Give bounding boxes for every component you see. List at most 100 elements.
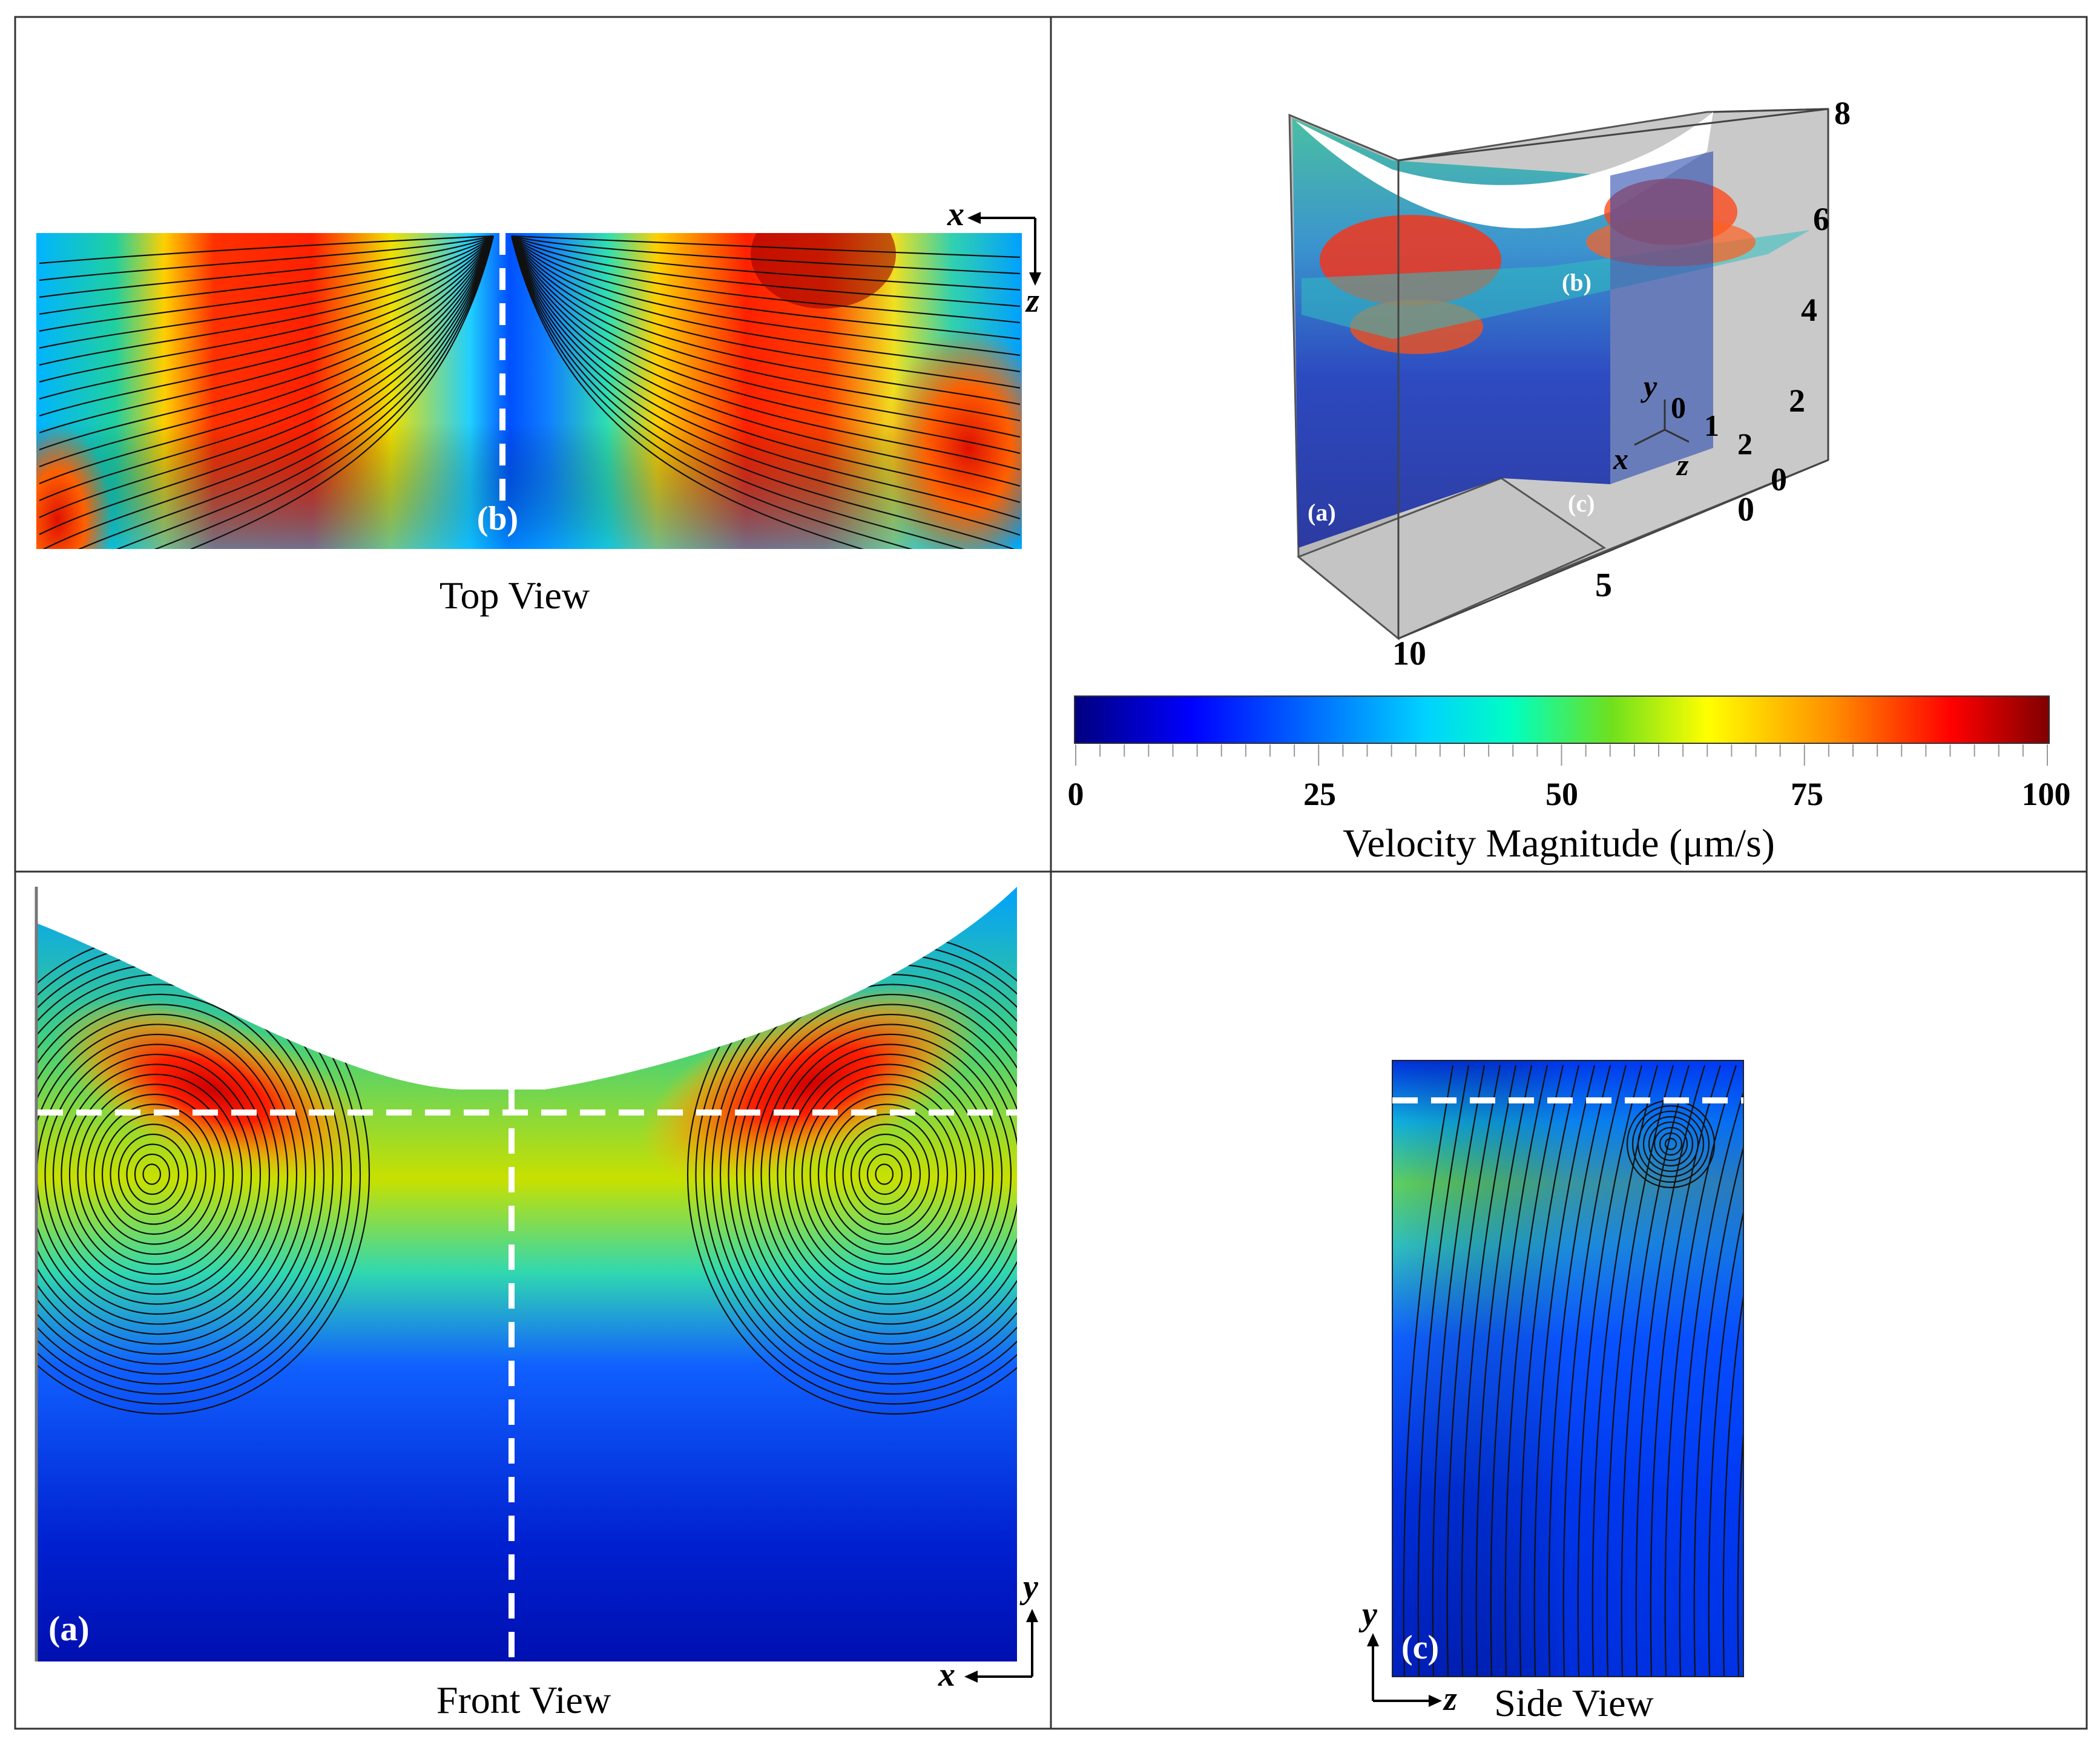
streamline <box>39 235 494 315</box>
streamline <box>1504 1065 1564 1677</box>
front-view-panel: (a) x y Front View <box>35 887 1039 1721</box>
streamline <box>39 235 494 366</box>
streamline <box>39 235 495 502</box>
streamline <box>36 984 325 1365</box>
top-view-axis-v-letter: z <box>1025 282 1039 320</box>
iso-y-ticks: 8 6 4 2 0 <box>1771 95 1851 498</box>
colorbar-tick-label: 25 <box>1303 776 1336 812</box>
front-view-heatmap <box>36 887 1017 1661</box>
streamline <box>39 235 495 535</box>
streamline <box>510 235 1021 471</box>
streamline <box>1461 1065 1517 1677</box>
streamline <box>866 1153 903 1195</box>
streamline <box>1606 1065 1674 1677</box>
top-view-streamlines <box>39 235 1021 549</box>
streamline <box>36 1024 289 1325</box>
streamline <box>36 1013 298 1335</box>
side-view-streamlines <box>1403 1065 1743 1677</box>
streamline <box>36 944 361 1405</box>
iso-y-tick-label: 4 <box>1801 292 1817 328</box>
iso-axis-letter-y: y <box>1641 369 1657 403</box>
streamline <box>116 235 495 549</box>
streamline <box>510 235 1021 504</box>
streamline <box>36 1004 307 1345</box>
streamline <box>510 235 913 549</box>
streamline <box>511 235 1021 438</box>
streamline <box>785 1053 994 1295</box>
colorbar-tick-label: 100 <box>2022 776 2071 812</box>
iso-y-tick-label: 2 <box>1789 383 1805 419</box>
iso-x-ticks: 0 5 10 <box>1392 491 1754 672</box>
iso-y-tick-label: 8 <box>1834 95 1851 131</box>
front-view-caption: Front View <box>436 1678 611 1721</box>
streamline <box>77 235 495 549</box>
iso-y-tick-label: 0 <box>1771 461 1787 498</box>
streamline <box>1664 1137 1677 1151</box>
iso-axis-letter-z: z <box>1676 448 1689 482</box>
iso-z-tick-label: 0 <box>1671 390 1686 424</box>
streamline <box>1519 1065 1580 1677</box>
streamline <box>36 933 370 1415</box>
colorbar-tick-label: 50 <box>1545 776 1578 812</box>
streamline <box>858 1143 912 1205</box>
front-view-axis-v-letter: y <box>1019 1568 1039 1606</box>
streamline <box>189 235 495 549</box>
iso-plane-label-a: (a) <box>1308 499 1336 526</box>
streamline <box>1490 1065 1549 1677</box>
streamline <box>39 235 494 332</box>
streamline <box>85 1093 225 1255</box>
streamline <box>511 235 1021 275</box>
side-view-panel: (c) z y Side View <box>1358 1060 1744 1724</box>
top-view-plane-label: (b) <box>477 500 518 537</box>
streamline <box>1637 1110 1705 1178</box>
colorbar-minor-ticks <box>1075 744 2048 766</box>
streamline <box>142 1163 162 1185</box>
streamline <box>39 235 495 518</box>
streamline <box>1577 1065 1643 1677</box>
streamline <box>510 235 965 549</box>
streamline <box>511 235 1021 340</box>
streamline <box>510 235 1015 549</box>
streamline <box>39 235 494 400</box>
streamline <box>39 235 494 434</box>
streamline <box>510 235 864 549</box>
streamline <box>39 235 494 451</box>
streamline <box>511 235 1021 258</box>
streamline <box>510 235 1021 487</box>
colorbar-label: Velocity Magnitude (μm/s) <box>1343 821 1775 866</box>
colorbar-gradient <box>1074 695 2050 744</box>
front-view-plane-label: (a) <box>48 1609 90 1648</box>
streamline <box>117 1133 189 1215</box>
streamline <box>1653 1126 1688 1162</box>
streamline <box>39 235 494 349</box>
side-view-axis-h-letter: z <box>1443 1680 1457 1718</box>
colorbar-tick-label: 0 <box>1068 776 1084 812</box>
streamline <box>511 235 1021 406</box>
streamline <box>1403 1065 1454 1677</box>
streamline <box>744 1004 1017 1345</box>
iso-plane-c <box>1610 151 1713 484</box>
streamline <box>44 1044 271 1305</box>
side-view-plane-label: (c) <box>1401 1629 1439 1666</box>
streamline <box>1475 1065 1533 1677</box>
top-view-axis-indicator: x z <box>947 196 1041 320</box>
streamline <box>1548 1065 1611 1677</box>
streamline <box>511 235 1021 307</box>
streamline <box>39 235 495 468</box>
streamline <box>36 953 352 1395</box>
streamline <box>834 1113 940 1235</box>
streamline <box>1446 1065 1501 1677</box>
streamline <box>510 235 1021 536</box>
top-view-axis-h-letter: x <box>947 196 964 233</box>
streamline <box>36 964 343 1385</box>
streamline <box>1642 1116 1699 1172</box>
streamline <box>39 235 494 298</box>
top-view-caption: Top View <box>439 574 590 617</box>
iso-z-tick-label: 1 <box>1704 409 1719 442</box>
side-view-heatmap <box>1392 1060 1743 1677</box>
streamline <box>801 1073 976 1275</box>
streamline <box>1562 1065 1627 1677</box>
streamline <box>36 1033 280 1315</box>
iso-x-tick-label: 10 <box>1392 635 1426 672</box>
streamline <box>1693 1145 1743 1677</box>
